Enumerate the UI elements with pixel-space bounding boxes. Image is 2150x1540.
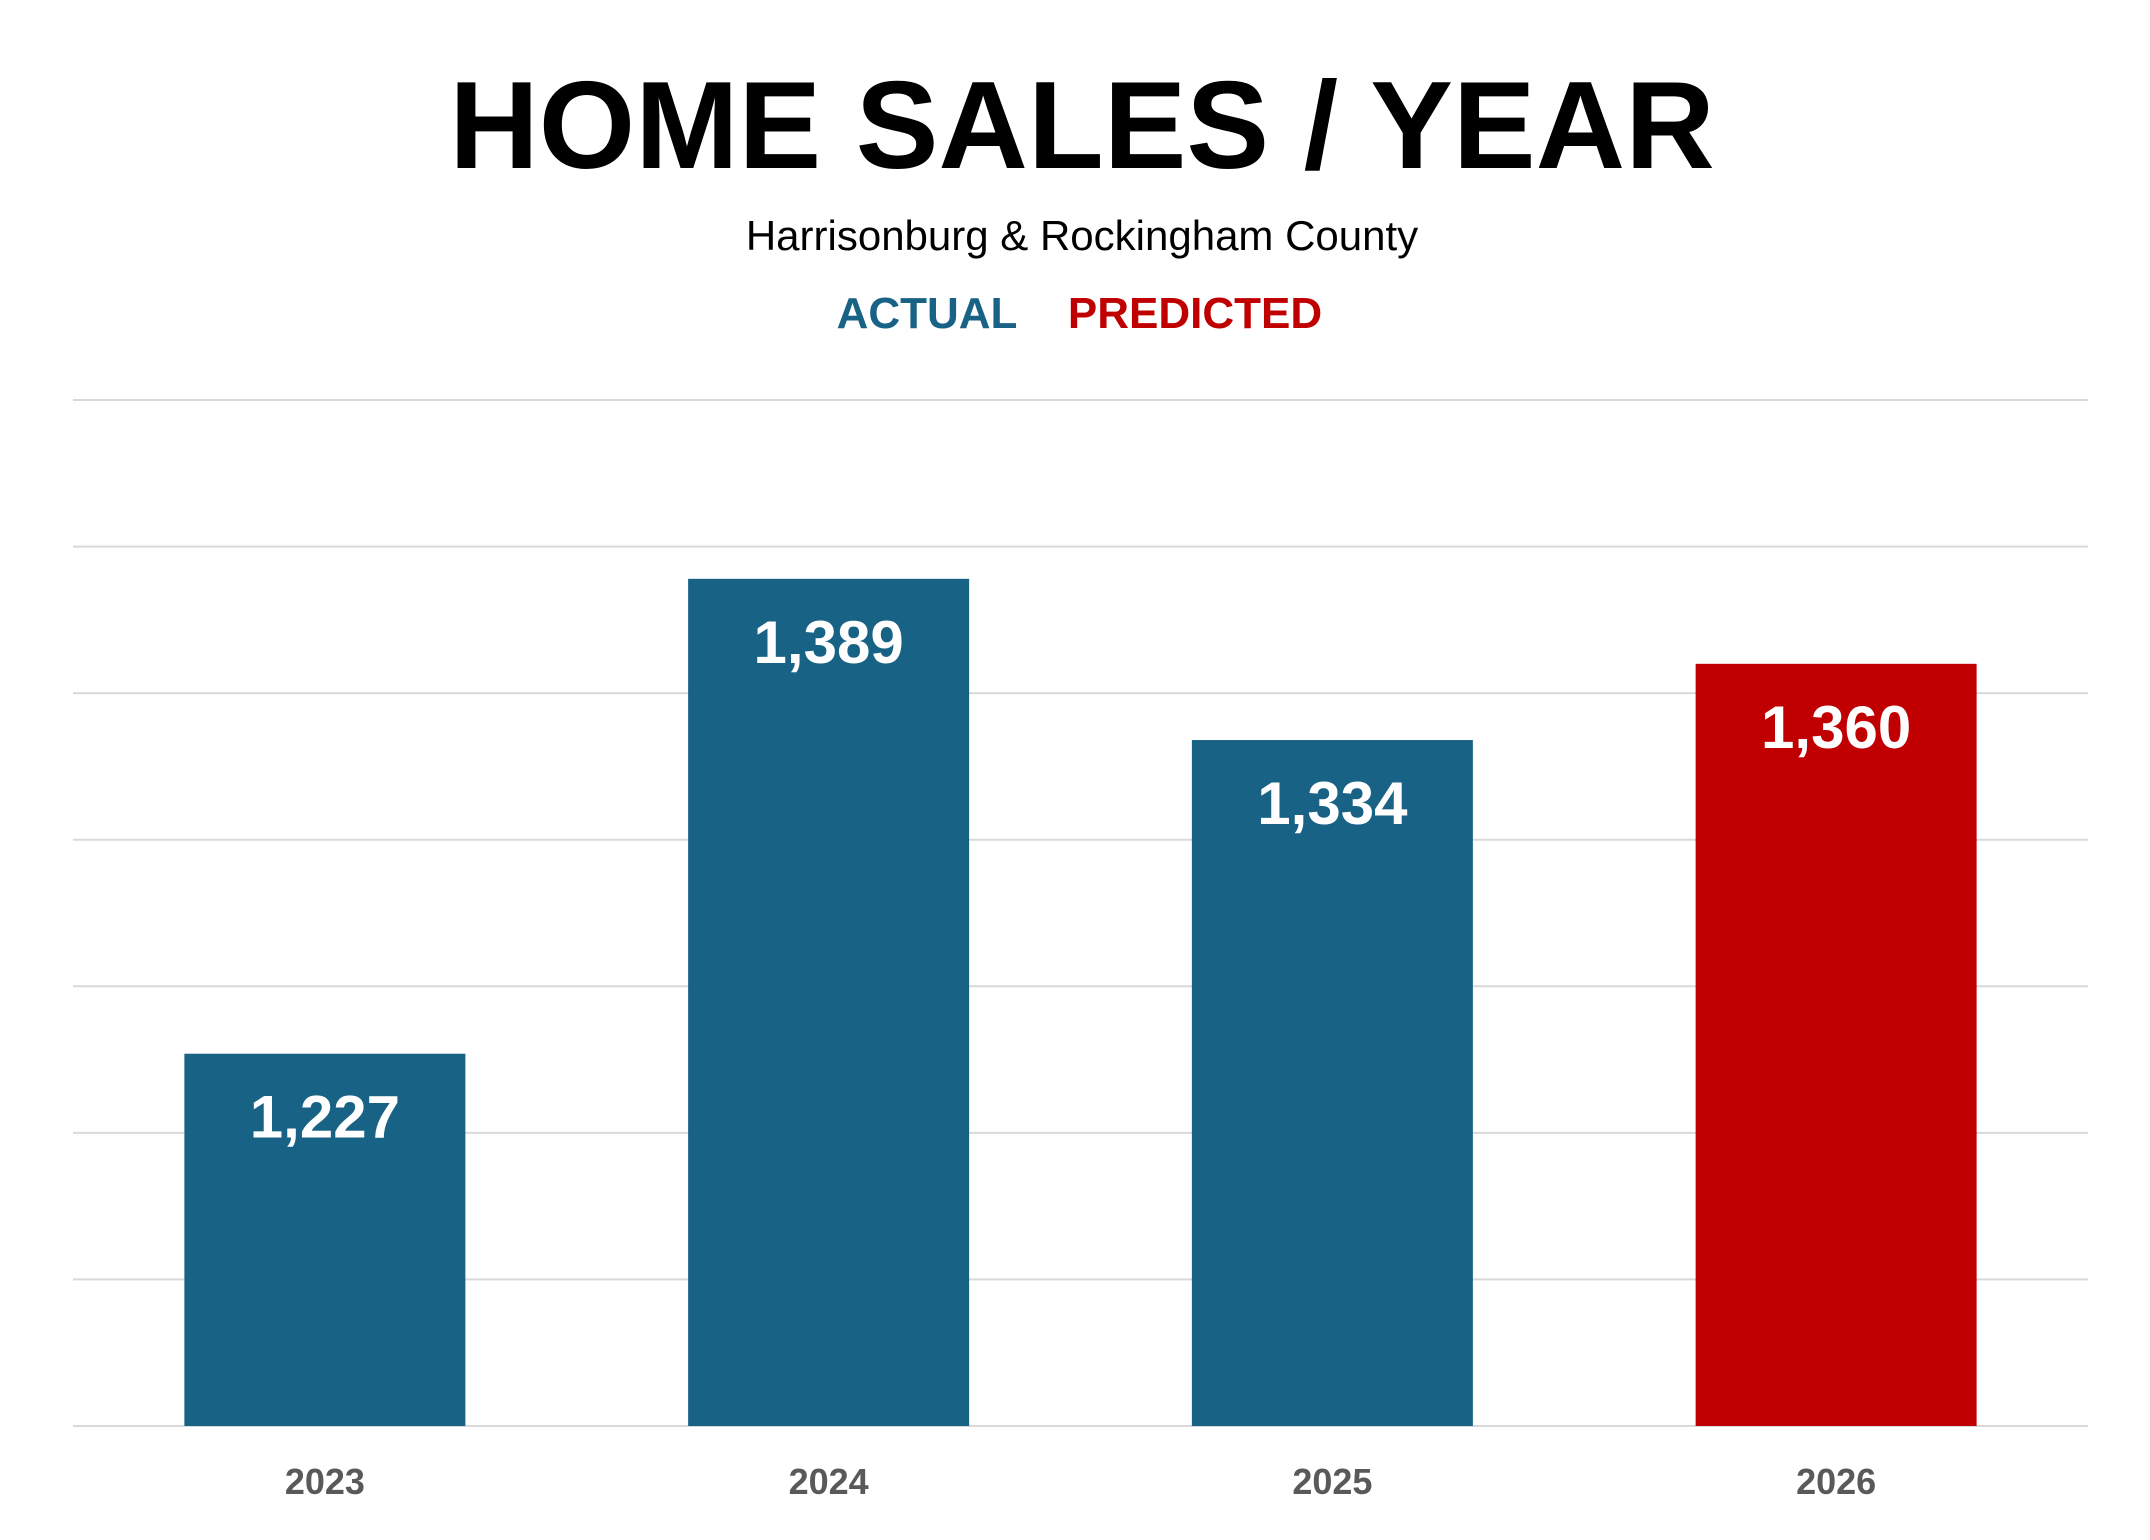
chart-subtitle: Harrisonburg & Rockingham County <box>746 212 1418 259</box>
bar-2024 <box>688 578 970 1426</box>
bar-2023 <box>184 1053 466 1426</box>
value-labels: 1,227 1,389 1,334 1,360 <box>250 609 1911 1151</box>
x-tick-2026: 2026 <box>1796 1461 1876 1502</box>
legend-predicted: PREDICTED <box>1068 289 1322 338</box>
legend-actual: ACTUAL <box>837 289 1018 338</box>
bars <box>184 578 1977 1426</box>
value-label-2024: 1,389 <box>754 609 904 676</box>
value-label-2023: 1,227 <box>250 1084 400 1151</box>
bar-2026 <box>1695 663 1977 1426</box>
x-axis-ticks: 2023 2024 2025 2026 <box>285 1461 1876 1502</box>
value-label-2026: 1,360 <box>1761 694 1911 761</box>
x-tick-2025: 2025 <box>1292 1461 1372 1502</box>
bar-2025 <box>1191 740 1473 1426</box>
x-tick-2023: 2023 <box>285 1461 365 1502</box>
x-tick-2024: 2024 <box>789 1461 869 1502</box>
value-label-2025: 1,334 <box>1257 770 1408 837</box>
chart-title: HOME SALES / YEAR <box>449 57 1715 195</box>
